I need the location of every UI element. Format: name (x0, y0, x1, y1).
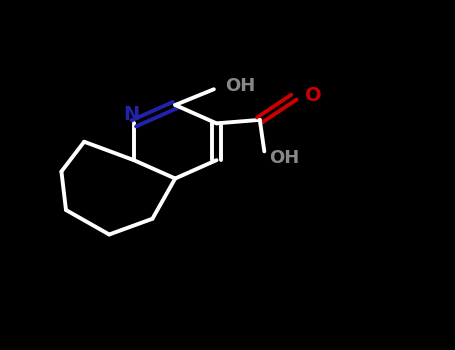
Text: N: N (123, 105, 140, 124)
Text: OH: OH (269, 149, 299, 167)
Text: OH: OH (225, 77, 255, 96)
Text: O: O (305, 86, 322, 105)
